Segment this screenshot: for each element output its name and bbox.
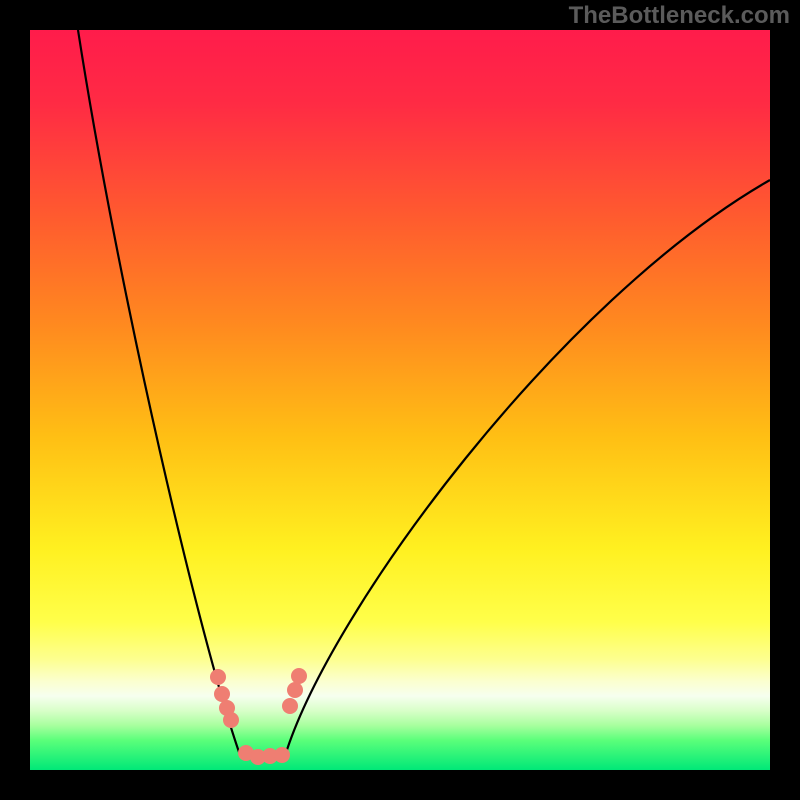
source-watermark: TheBottleneck.com [569, 2, 790, 30]
canvas: TheBottleneck.com [0, 0, 800, 800]
black-frame [0, 0, 800, 800]
